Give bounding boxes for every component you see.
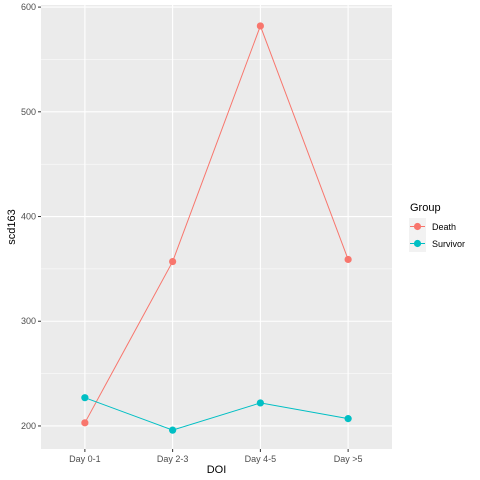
x-tick-label: Day 0-1 bbox=[69, 454, 101, 464]
legend-keys: Death Survivor bbox=[409, 218, 465, 252]
data-point-death bbox=[344, 255, 352, 264]
legend-title: Group bbox=[410, 202, 441, 214]
y-tick-label: 300 bbox=[21, 316, 36, 326]
x-axis: Day 0-1 Day 2-3 Day 4-5 Day >5 bbox=[69, 449, 363, 464]
x-axis-title: DOI bbox=[207, 464, 227, 476]
gridlines bbox=[41, 5, 392, 449]
series-line-survivor bbox=[84, 397, 349, 431]
series-line-death bbox=[84, 24, 349, 424]
data-point-death bbox=[81, 419, 89, 427]
y-tick-label: 600 bbox=[21, 2, 36, 12]
legend-key-point bbox=[413, 239, 422, 248]
legend-label: Death bbox=[432, 222, 456, 232]
data-point-survivor bbox=[81, 394, 89, 402]
y-axis-title: scd163 bbox=[6, 209, 18, 244]
data-point-survivor bbox=[256, 399, 264, 407]
series-points bbox=[81, 22, 352, 434]
legend-key-point bbox=[413, 222, 422, 231]
plot-panel bbox=[41, 5, 392, 449]
y-axis: 200 300 400 500 600 bbox=[21, 2, 41, 431]
y-tick-label: 200 bbox=[21, 421, 36, 431]
data-point-death bbox=[169, 257, 177, 266]
y-tick-label: 500 bbox=[21, 107, 36, 117]
x-tick-label: Day 4-5 bbox=[245, 454, 277, 464]
legend: Group Death Survivor bbox=[409, 202, 465, 252]
y-tick-label: 400 bbox=[21, 212, 36, 222]
data-point-survivor bbox=[169, 426, 177, 434]
x-tick-label: Day >5 bbox=[334, 454, 363, 464]
data-point-survivor bbox=[344, 415, 352, 423]
series-lines bbox=[84, 24, 349, 431]
legend-label: Survivor bbox=[432, 239, 465, 249]
data-point-death bbox=[256, 22, 264, 30]
x-tick-label: Day 2-3 bbox=[157, 454, 189, 464]
